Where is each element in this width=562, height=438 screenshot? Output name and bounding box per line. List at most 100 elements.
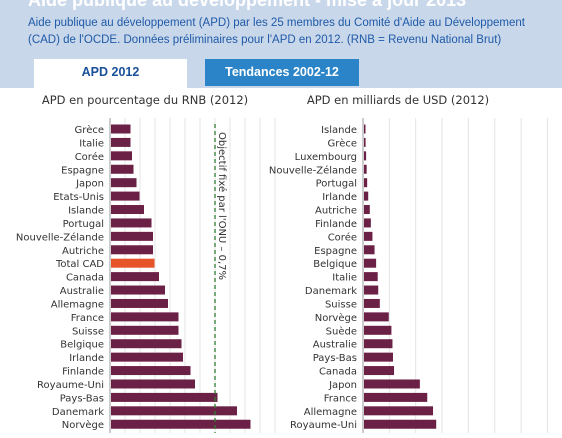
bar-6 xyxy=(364,205,370,214)
bar-12 xyxy=(111,286,165,295)
category-label: Royaume-Uni xyxy=(37,380,104,391)
bar-17 xyxy=(111,353,183,362)
category-label: Autriche xyxy=(62,246,104,257)
bar-18 xyxy=(364,366,394,375)
category-label: France xyxy=(324,393,357,404)
category-label: Allemagne xyxy=(51,299,104,310)
bar-3 xyxy=(111,165,134,174)
tab-apd-2012[interactable]: APD 2012 xyxy=(34,59,187,88)
category-label: Pays-Bas xyxy=(313,353,357,364)
bar-12 xyxy=(364,286,378,295)
bar-0 xyxy=(111,125,131,134)
bar-4 xyxy=(111,178,137,187)
category-label: Nouvelle-Zélande xyxy=(269,164,357,176)
category-label: Luxembourg xyxy=(295,152,357,163)
category-label: Total CAD xyxy=(55,259,104,270)
category-label: Corée xyxy=(328,231,357,243)
category-label: Finlande xyxy=(62,367,104,378)
category-label: Portugal xyxy=(63,219,104,230)
category-label: Allemagne xyxy=(304,407,357,418)
bar-7 xyxy=(364,218,371,227)
bar-9 xyxy=(111,245,153,254)
bar-8 xyxy=(364,232,372,241)
bar-10 xyxy=(364,259,376,268)
chart-title: APD en pourcentage du RNB (2012) xyxy=(42,93,248,107)
bar-21 xyxy=(364,406,433,415)
target-line-label: Objectif fixé par l'ONU – 0,7% xyxy=(216,132,228,280)
category-label: Belgique xyxy=(60,340,104,351)
bar-4 xyxy=(364,178,367,187)
page-subtitle: Aide publique au développement (APD) par… xyxy=(28,15,548,49)
category-label: Japon xyxy=(328,380,357,391)
bar-15 xyxy=(364,326,391,335)
category-label: Etats-Unis xyxy=(53,192,104,203)
bar-3 xyxy=(364,165,367,174)
bar-11 xyxy=(111,272,159,281)
category-label: Grèce xyxy=(75,124,104,136)
bar-22 xyxy=(111,420,251,429)
category-label: Islande xyxy=(321,125,357,136)
bar-15 xyxy=(111,326,179,335)
category-label: Autriche xyxy=(315,206,357,217)
category-label: Islande xyxy=(68,206,104,217)
category-label: Suède xyxy=(326,325,357,337)
bar-6 xyxy=(111,205,144,214)
bar-2 xyxy=(364,151,366,160)
category-label: France xyxy=(71,313,104,324)
category-label: Espagne xyxy=(61,165,104,176)
category-label: Espagne xyxy=(314,246,357,257)
bar-9 xyxy=(364,245,375,254)
chart-title: APD en milliards de USD (2012) xyxy=(307,93,489,107)
category-label: Italie xyxy=(79,138,104,149)
bar-8 xyxy=(111,232,153,241)
category-label: Pays-Bas xyxy=(60,393,104,404)
bar-5 xyxy=(364,192,368,201)
category-label: Danemark xyxy=(305,286,357,297)
category-label: Nouvelle-Zélande xyxy=(16,231,104,243)
bar-0 xyxy=(364,125,366,134)
category-label: Italie xyxy=(332,273,357,284)
category-label: Suisse xyxy=(72,326,104,337)
page-title: Aide publique au développement - mise à … xyxy=(28,0,466,11)
bar-20 xyxy=(111,393,218,402)
bar-14 xyxy=(364,312,389,321)
category-label: Belgique xyxy=(313,259,357,270)
tab-tendances[interactable]: Tendances 2002-12 xyxy=(205,59,359,86)
category-label: Royaume-Uni xyxy=(290,420,357,431)
category-label: Corée xyxy=(75,151,104,163)
bar-10 xyxy=(111,259,155,268)
bar-7 xyxy=(111,218,152,227)
bar-13 xyxy=(364,299,380,308)
category-label: Canada xyxy=(319,367,357,378)
header: Aide publique au développement - mise à … xyxy=(0,0,562,88)
bar-17 xyxy=(364,353,393,362)
bar-13 xyxy=(111,299,168,308)
category-label: Norvège xyxy=(315,312,357,324)
category-label: Suisse xyxy=(325,299,357,310)
category-label: Danemark xyxy=(52,407,104,418)
bar-19 xyxy=(364,379,420,388)
category-label: Australie xyxy=(60,286,104,297)
charts-svg: APD en pourcentage du RNB (2012) Grèce Ita… xyxy=(0,88,562,433)
bar-16 xyxy=(364,339,392,348)
bar-16 xyxy=(111,339,182,348)
bar-19 xyxy=(111,379,195,388)
category-label: Norvège xyxy=(62,419,104,431)
bar-11 xyxy=(364,272,378,281)
charts-area: APD en pourcentage du RNB (2012) Grèce Ita… xyxy=(0,88,562,433)
category-label: Canada xyxy=(66,273,104,284)
category-label: Finlande xyxy=(315,219,357,230)
bar-2 xyxy=(111,151,132,160)
bar-18 xyxy=(111,366,191,375)
bar-20 xyxy=(364,393,427,402)
bar-5 xyxy=(111,192,140,201)
bar-1 xyxy=(111,138,131,147)
category-label: Grèce xyxy=(328,137,357,149)
category-label: Irlande xyxy=(322,192,357,203)
category-label: Irlande xyxy=(69,353,104,364)
bar-21 xyxy=(111,406,237,415)
bar-1 xyxy=(364,138,366,147)
category-label: Australie xyxy=(313,340,357,351)
bar-22 xyxy=(364,420,436,429)
category-label: Portugal xyxy=(316,179,357,190)
